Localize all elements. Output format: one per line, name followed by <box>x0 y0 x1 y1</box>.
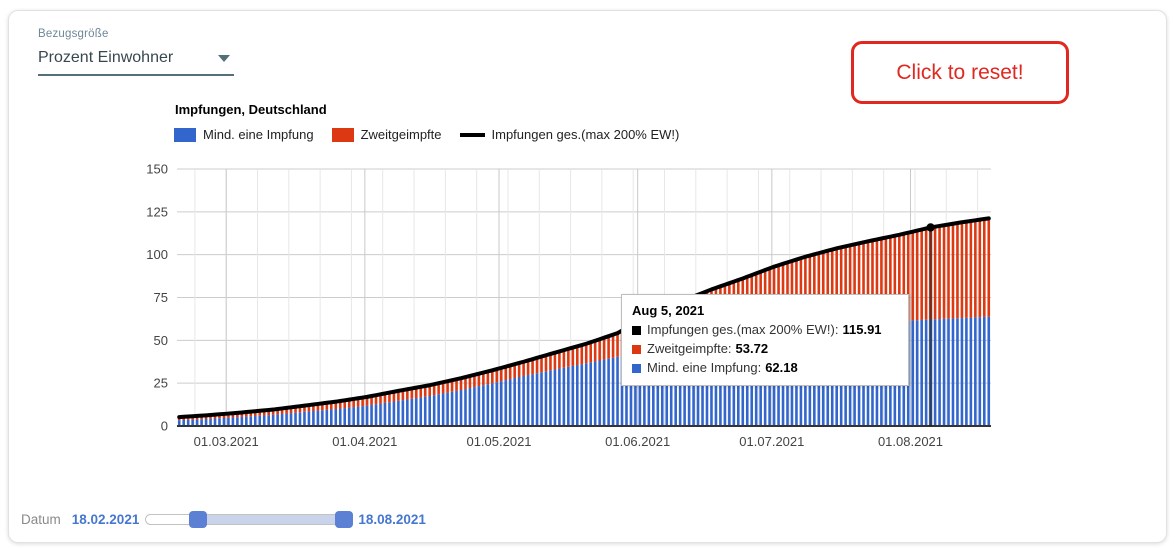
chevron-down-icon[interactable] <box>218 54 230 62</box>
red-square-icon <box>632 344 641 354</box>
legend-item-impfungen-gesamt: Impfungen ges.(max 200% EW!) <box>459 127 679 142</box>
chart-legend: Mind. eine Impfung Zweitgeimpfte Impfung… <box>174 127 679 142</box>
date-range-slider[interactable] <box>145 510 354 528</box>
svg-text:01.05.2021: 01.05.2021 <box>466 434 531 449</box>
svg-text:150: 150 <box>146 162 168 177</box>
black-line-icon <box>459 132 485 137</box>
svg-text:01.04.2021: 01.04.2021 <box>332 434 397 449</box>
svg-text:01.03.2021: 01.03.2021 <box>194 434 259 449</box>
svg-text:01.06.2021: 01.06.2021 <box>605 434 670 449</box>
slider-handle-start[interactable] <box>189 510 208 528</box>
black-square-icon <box>632 325 641 335</box>
datum-label: Datum <box>21 511 61 527</box>
slider-selected-range <box>189 514 353 524</box>
svg-text:125: 125 <box>146 204 168 219</box>
chart-tooltip: Aug 5, 2021 Impfungen ges.(max 200% EW!)… <box>621 294 909 386</box>
legend-item-mind-eine-impfung: Mind. eine Impfung <box>174 127 314 142</box>
bezugsgroesse-select[interactable]: Bezugsgröße Prozent Einwohner <box>38 28 234 76</box>
red-square-icon <box>331 127 354 142</box>
svg-text:75: 75 <box>154 290 168 305</box>
svg-text:100: 100 <box>146 247 168 262</box>
slider-handle-end[interactable] <box>335 510 354 528</box>
svg-text:01.08.2021: 01.08.2021 <box>878 434 943 449</box>
date-start-value: 18.02.2021 <box>71 511 140 527</box>
dashboard-card: Bezugsgröße Prozent Einwohner Click to r… <box>8 10 1167 543</box>
svg-text:01.07.2021: 01.07.2021 <box>739 434 804 449</box>
date-end-value: 18.08.2021 <box>358 511 426 527</box>
reset-button[interactable]: Click to reset! <box>851 41 1069 104</box>
tooltip-row-mind-eine-impfung: Mind. eine Impfung: 62.18 <box>632 360 898 376</box>
bezugsgroesse-value: Prozent Einwohner <box>38 49 174 66</box>
tooltip-row-zweitgeimpfte: Zweitgeimpfte: 53.72 <box>632 341 898 357</box>
blue-square-icon <box>174 127 196 142</box>
tooltip-row-gesamt: Impfungen ges.(max 200% EW!): 115.91 <box>632 322 898 338</box>
svg-text:50: 50 <box>154 333 168 348</box>
bezugsgroesse-label: Bezugsgröße <box>38 28 109 40</box>
date-range-control: Datum 18.02.2021 18.08.2021 <box>21 508 426 530</box>
svg-text:25: 25 <box>154 376 168 391</box>
legend-item-zweitgeimpfte: Zweitgeimpfte <box>331 127 442 142</box>
select-underline <box>38 74 234 76</box>
chart-title: Impfungen, Deutschland <box>175 102 327 117</box>
blue-square-icon <box>632 363 641 373</box>
svg-text:0: 0 <box>161 419 168 434</box>
tooltip-date: Aug 5, 2021 <box>632 303 705 318</box>
